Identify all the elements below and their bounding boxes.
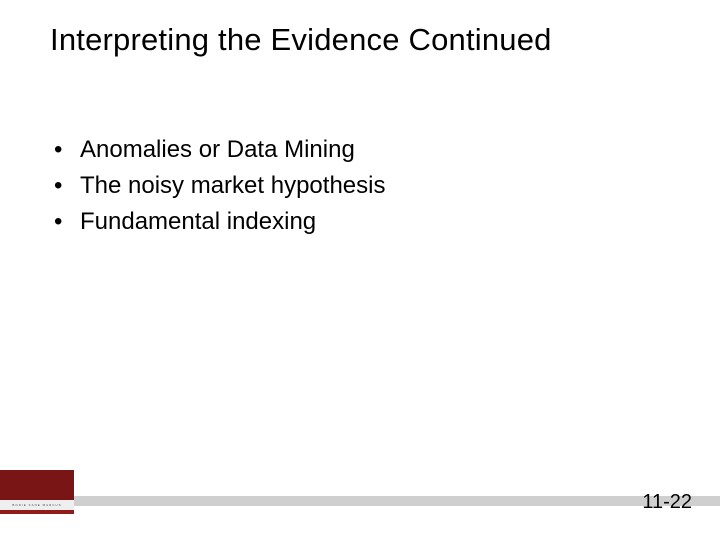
list-item: • Anomalies or Data Mining bbox=[54, 135, 680, 165]
footer-bar bbox=[74, 496, 720, 506]
bullet-list: • Anomalies or Data Mining • The noisy m… bbox=[54, 135, 680, 243]
bullet-icon: • bbox=[54, 207, 62, 237]
bullet-icon: • bbox=[54, 135, 62, 165]
bullet-text: Fundamental indexing bbox=[62, 207, 316, 237]
slide-footer: BODIE KANE MARCUS 11-22 bbox=[0, 470, 720, 514]
list-item: • The noisy market hypothesis bbox=[54, 171, 680, 201]
book-thumbnail-top bbox=[0, 470, 74, 500]
list-item: • Fundamental indexing bbox=[54, 207, 680, 237]
slide: Interpreting the Evidence Continued • An… bbox=[0, 0, 720, 540]
slide-title: Interpreting the Evidence Continued bbox=[50, 22, 700, 58]
bullet-text: Anomalies or Data Mining bbox=[62, 135, 355, 165]
bullet-icon: • bbox=[54, 171, 62, 201]
book-thumbnail: BODIE KANE MARCUS bbox=[0, 470, 74, 514]
book-authors: BODIE KANE MARCUS bbox=[12, 503, 61, 507]
page-number: 11-22 bbox=[642, 491, 692, 514]
bullet-text: The noisy market hypothesis bbox=[62, 171, 385, 201]
book-thumbnail-label: BODIE KANE MARCUS bbox=[0, 500, 74, 510]
